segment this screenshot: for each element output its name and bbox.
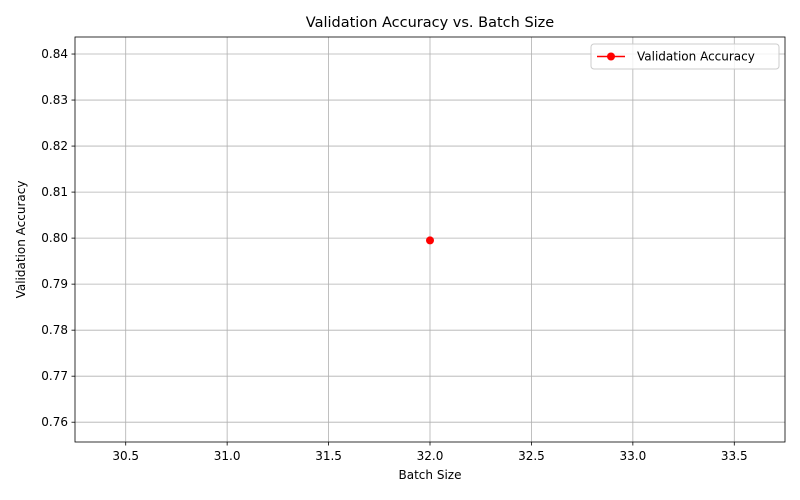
x-tick-label: 30.5 [112,449,139,463]
x-tick-label: 33.5 [721,449,748,463]
axis-ticks [71,53,735,446]
data-point [426,236,434,245]
x-tick-label: 32.0 [417,449,444,463]
y-tick-label: 0.77 [41,369,68,383]
y-tick-label: 0.84 [41,47,68,61]
x-tick-label: 32.5 [518,449,545,463]
x-axis-label: Batch Size [399,468,462,482]
x-tick-label: 33.0 [619,449,646,463]
y-tick-label: 0.78 [41,323,68,337]
chart-title: Validation Accuracy vs. Batch Size [306,15,555,31]
x-tick-label: 31.5 [315,449,342,463]
legend-marker-swatch [607,52,615,61]
legend-box [590,43,780,70]
y-tick-label: 0.80 [41,231,68,245]
y-tick-label: 0.82 [41,139,68,153]
y-axis-label: Validation Accuracy [14,181,28,299]
x-tick-label: 31.0 [214,449,241,463]
y-tick-label: 0.79 [41,277,68,291]
legend: Validation Accuracy [590,43,780,70]
y-tick-label: 0.76 [41,415,68,429]
legend-entry-validation-accuracy: Validation Accuracy [637,50,755,64]
plot-frame [74,36,786,443]
grid [75,37,785,442]
y-tick-label: 0.83 [41,93,68,107]
tick-labels: 30.5 31.0 31.5 32.0 32.5 33.0 33.5 0.76 0.77 0.78… [41,47,747,463]
y-tick-label: 0.81 [41,185,68,199]
series-layer [426,236,434,245]
